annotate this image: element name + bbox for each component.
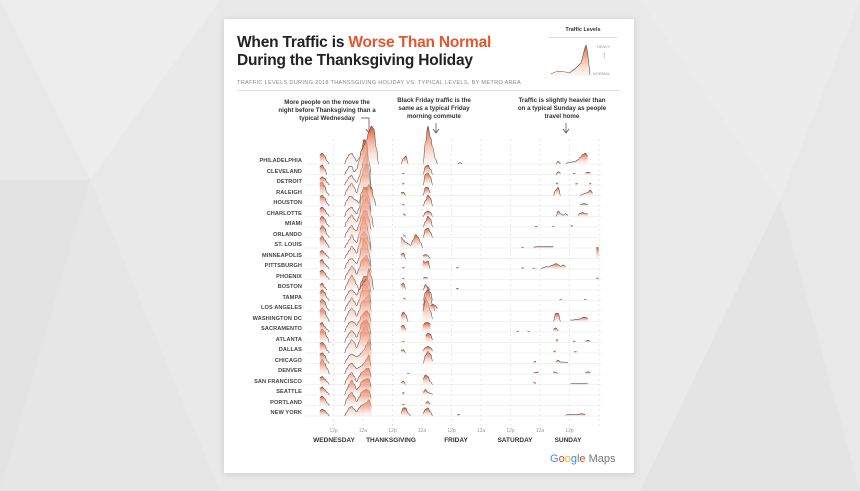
annotation-sunday: Traffic is slightly heavier than on a ty… xyxy=(512,97,612,121)
chart-title: When Traffic is Worse Than Normal During… xyxy=(237,34,491,70)
x-tick-label: 12a xyxy=(476,428,486,434)
row-label: CHICAGO xyxy=(274,357,302,364)
x-tick-label: 12a xyxy=(417,428,427,434)
row-label: SAN FRANCISCO xyxy=(254,378,302,385)
row-label: ST. LOUIS xyxy=(274,242,302,248)
day-label: THANKSGIVING xyxy=(366,437,416,444)
row-label: MINNEAPOLIS xyxy=(262,252,302,259)
legend-title: Traffic Levels xyxy=(565,27,601,33)
x-tick-label: 12a xyxy=(358,428,368,434)
row-label: RALEIGH xyxy=(276,189,302,196)
annotation-line: on a typical Sunday as people xyxy=(517,105,607,112)
annotation-line: same as a typical Friday xyxy=(398,105,470,112)
x-tick-label: 12p xyxy=(565,428,574,434)
row-label: PITTSBURGH xyxy=(264,263,302,269)
logo-letter: l xyxy=(576,453,580,465)
ridges xyxy=(319,125,599,417)
day-label: SUNDAY xyxy=(554,437,582,444)
day-label: FRIDAY xyxy=(444,437,468,444)
legend-sample-curve xyxy=(550,44,591,76)
annotation-black-friday: Black Friday traffic is the same as a ty… xyxy=(389,97,479,121)
title-prefix: When Traffic is xyxy=(237,34,349,51)
arrow-up-icon: ↑ xyxy=(602,50,607,60)
legend-rule xyxy=(549,37,617,38)
row-label: CHARLOTTE xyxy=(266,210,302,217)
annotation-line: travel home xyxy=(544,113,580,120)
row-label: TAMPA xyxy=(282,294,302,301)
annotation-arrows xyxy=(361,117,570,134)
day-label: SATURDAY xyxy=(497,437,533,444)
annotation-line: typical Wednesday xyxy=(299,115,355,122)
header-divider xyxy=(237,90,620,91)
legend: Traffic Levels HEAVY ↑ NORMAL xyxy=(549,27,617,82)
row-label: BOSTON xyxy=(277,284,302,290)
row-label: DENVER xyxy=(278,368,302,374)
logo-letter: g xyxy=(570,453,577,465)
annotation-line: morning commute xyxy=(407,113,461,120)
logo-letter: e xyxy=(579,453,586,465)
row-label: ATLANTA xyxy=(275,336,302,343)
row-label: LOS ANGELES xyxy=(261,305,302,311)
ridgeline-plot xyxy=(305,125,602,429)
logo-letter: o xyxy=(558,453,565,465)
row-label: ORLANDO xyxy=(273,231,302,238)
gridlines xyxy=(333,139,600,429)
google-maps-logo: Google Maps xyxy=(550,453,615,465)
x-tick-label: 12p xyxy=(329,428,338,434)
x-tick-label: 12p xyxy=(447,428,456,434)
annotation-line: Black Friday traffic is the xyxy=(397,97,471,104)
row-label: PHOENIX xyxy=(276,273,302,280)
chart-subtitle: TRAFFIC LEVELS DURING 2018 THANSSGIVING … xyxy=(237,80,522,86)
row-label: MIAMI xyxy=(285,221,302,227)
annotation-line: night before Thanksgiving than a xyxy=(278,107,376,114)
row-label: CLEVELAND xyxy=(266,168,302,175)
row-label: SEATTLE xyxy=(276,389,302,395)
row-label: PHILADELPHIA xyxy=(259,158,302,164)
row-label: WASHINGTON DC xyxy=(252,315,302,322)
row-label: DALLAS xyxy=(278,347,302,353)
x-tick-label: 12p xyxy=(506,428,515,434)
title-line2: During the Thanksgiving Holiday xyxy=(237,52,473,69)
row-label: SACRAMENTO xyxy=(261,326,302,332)
x-tick-label: 12a xyxy=(535,428,545,434)
logo-letter: o xyxy=(564,453,571,465)
legend-normal-label: NORMAL xyxy=(593,71,611,76)
annotation-line: Traffic is slightly heavier than xyxy=(518,97,606,104)
day-label: WEDNESDAY xyxy=(313,437,355,444)
infographic-card: When Traffic is Worse Than Normal During… xyxy=(224,19,634,473)
logo-maps: Maps xyxy=(585,453,616,465)
annotation-line: More people on the move the xyxy=(284,99,370,106)
x-tick-label: 12p xyxy=(388,428,397,434)
row-label: HOUSTON xyxy=(273,200,302,206)
logo-letter: G xyxy=(550,453,559,465)
row-label: NEW YORK xyxy=(270,410,302,416)
row-label: DETROIT xyxy=(276,179,302,185)
annotation-wednesday: More people on the move the night before… xyxy=(272,99,382,123)
legend-heavy-label: HEAVY xyxy=(597,44,611,49)
row-label: PORTLAND xyxy=(270,399,302,406)
title-highlight: Worse Than Normal xyxy=(348,34,492,51)
